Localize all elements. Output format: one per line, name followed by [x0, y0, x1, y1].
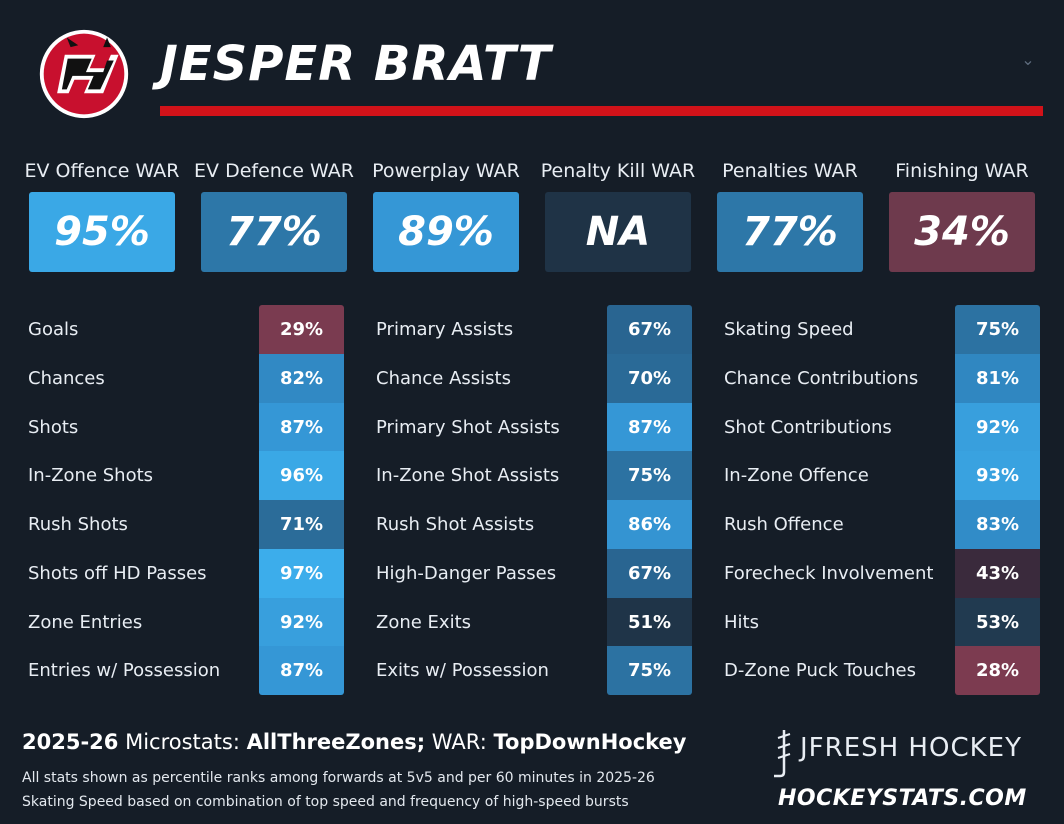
stat-label: Chance Assists [376, 368, 511, 389]
stat-percentile-cell: 29% [259, 305, 344, 354]
stat-percentile-cell: 81% [955, 354, 1040, 403]
stat-percentile-cell: 70% [607, 354, 692, 403]
stat-percentile-cell: 83% [955, 500, 1040, 549]
stat-label: D-Zone Puck Touches [724, 660, 917, 681]
stat-percentile-cell: 75% [607, 646, 692, 695]
stat-label: Shots off HD Passes [28, 563, 207, 584]
stat-label: Rush Shot Assists [376, 514, 535, 535]
chevron-down-icon[interactable]: ⌄ [1021, 50, 1035, 69]
stat-percentile-cell: 92% [259, 598, 344, 647]
war-value-box: 77% [717, 192, 863, 272]
stat-label: Zone Entries [28, 612, 143, 633]
war-label: Finishing WAR [895, 160, 1029, 182]
stat-percentile-cell: 82% [259, 354, 344, 403]
stat-label: Forecheck Involvement [724, 563, 934, 584]
war-label: EV Offence WAR [24, 160, 180, 182]
stat-label: Shots [28, 417, 79, 438]
war-label: Penalties WAR [722, 160, 858, 182]
stat-label: Entries w/ Possession [28, 660, 221, 681]
stat-label: Rush Shots [28, 514, 128, 535]
stat-percentile-cell: 43% [955, 549, 1040, 598]
title-underline [160, 106, 1043, 116]
war-value-box: 34% [889, 192, 1035, 272]
stat-label: Goals [28, 319, 79, 340]
stat-label: In-Zone Shots [28, 465, 154, 486]
footer-sources: 2025-26 Microstats: AllThreeZones; WAR: … [22, 730, 687, 754]
stat-label: In-Zone Offence [724, 465, 869, 486]
team-logo [36, 26, 132, 122]
stat-percentile-cell: 93% [955, 451, 1040, 500]
stat-label: High-Danger Passes [376, 563, 557, 584]
stat-percentile-cell: 87% [259, 646, 344, 695]
stat-label: Exits w/ Possession [376, 660, 549, 681]
stat-label: Primary Shot Assists [376, 417, 560, 438]
stat-label: Zone Exits [376, 612, 472, 633]
war-value-box: 89% [373, 192, 519, 272]
stat-label: Chance Contributions [724, 368, 919, 389]
war-label: Powerplay WAR [372, 160, 520, 182]
stat-label: Hits [724, 612, 759, 633]
jfresh-logo-icon [770, 728, 796, 778]
stat-percentile-cell: 86% [607, 500, 692, 549]
footer-note-percentile: All stats shown as percentile ranks amon… [22, 770, 655, 786]
stat-label: Primary Assists [376, 319, 514, 340]
stat-label: Chances [28, 368, 105, 389]
stat-percentile-cell: 71% [259, 500, 344, 549]
stat-percentile-cell: 53% [955, 598, 1040, 647]
stat-percentile-cell: 87% [607, 403, 692, 452]
stat-percentile-cell: 75% [607, 451, 692, 500]
stat-percentile-cell: 87% [259, 403, 344, 452]
war-value-box: NA [545, 192, 691, 272]
player-name: JESPER BRATT [160, 36, 552, 92]
stat-label: In-Zone Shot Assists [376, 465, 560, 486]
war-label: EV Defence WAR [194, 160, 354, 182]
brand-name: JFRESH HOCKEY [800, 733, 1022, 763]
stat-label: Rush Offence [724, 514, 844, 535]
footer-note-skating: Skating Speed based on combination of to… [22, 794, 629, 810]
site-link[interactable]: HOCKEYSTATS.COM [778, 786, 1027, 811]
stat-percentile-cell: 67% [607, 305, 692, 354]
stat-percentile-cell: 92% [955, 403, 1040, 452]
stat-percentile-cell: 96% [259, 451, 344, 500]
stat-percentile-cell: 51% [607, 598, 692, 647]
stat-label: Skating Speed [724, 319, 854, 340]
stat-percentile-cell: 75% [955, 305, 1040, 354]
stat-label: Shot Contributions [724, 417, 892, 438]
stat-percentile-cell: 67% [607, 549, 692, 598]
war-label: Penalty Kill WAR [540, 160, 696, 182]
stat-percentile-cell: 97% [259, 549, 344, 598]
stat-percentile-cell: 28% [955, 646, 1040, 695]
war-value-box: 95% [29, 192, 175, 272]
war-value-box: 77% [201, 192, 347, 272]
